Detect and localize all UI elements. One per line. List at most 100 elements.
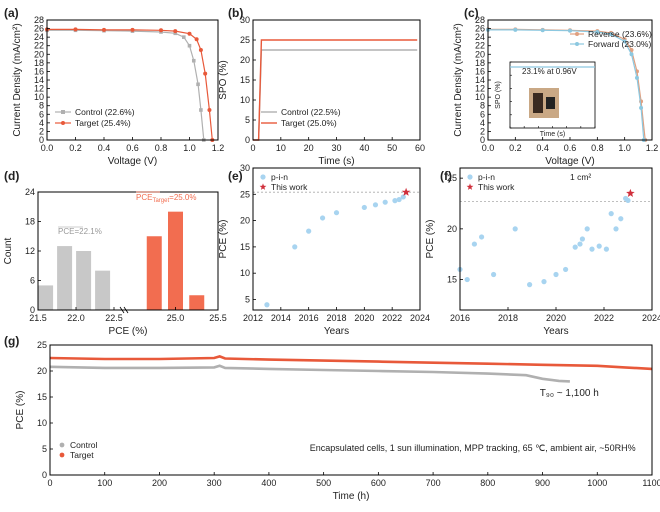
panel-label: (d) [4,169,19,183]
jv-point [540,28,545,33]
g-ytick-label: 10 [37,418,47,428]
a-xtick-label: 0.4 [98,143,111,153]
panel-label: (c) [464,6,479,20]
c-xtick-label: 0.6 [564,143,577,153]
pin-point [292,244,298,250]
stability-curve [49,355,653,371]
f-xtick-label: 2018 [498,313,518,323]
f-ylabel: PCE (%) [425,220,436,259]
g-xtick-label: 0 [47,478,52,488]
pin-point [579,236,586,242]
b-xtick-label: 60 [415,143,425,153]
g-xtick-label: 1000 [587,478,607,488]
e-ytick-label: 30 [240,163,250,173]
hist-bar [168,211,183,310]
b-xtick-label: 20 [304,143,314,153]
target-mean-label: PCETarget=25.0% [136,193,197,204]
g-xtick-label: 900 [535,478,550,488]
jv-point [198,48,203,52]
jv-point [568,28,572,33]
f-xlabel: Years [543,326,568,337]
inset-annotation: 23.1% at 0.96V [522,67,577,76]
d-xtick-label: 25.5 [209,313,227,323]
c-xtick-label: 0.0 [482,143,495,153]
e-xtick-label: 2018 [326,313,346,323]
a-ytick-label: 2 [39,126,44,136]
b-ytick-label: 20 [240,55,250,65]
jv-point [196,82,200,87]
legend-marker [260,174,266,180]
e-xtick-label: 2016 [299,313,319,323]
a-ytick-label: 10 [34,92,44,102]
c-ytick-label: 12 [475,84,485,94]
e-xtick-label: 2022 [382,313,402,323]
pin-point [603,246,610,252]
c-ytick-label: 2 [480,126,485,136]
pin-point [372,202,379,208]
d-ytick-label: 0 [30,305,35,315]
a-ytick-label: 6 [39,109,44,119]
d-ytick-label: 6 [30,276,35,286]
pin-point [264,302,270,308]
f-ytick-label: 20 [447,224,457,234]
a-ytick-label: 28 [34,15,44,25]
pin-point [589,246,595,252]
c-xlabel: Voltage (V) [545,156,594,167]
b-xtick-label: 10 [276,143,286,153]
b-xtick-label: 50 [387,143,397,153]
d-ytick-label: 18 [25,217,35,227]
legend-label: This work [478,182,515,192]
c-ytick-label: 14 [475,75,485,85]
f-xtick-label: 2016 [450,313,470,323]
pin-point [471,241,477,247]
jv-point [199,108,203,112]
pin-point [396,196,402,203]
b-ytick-label: 30 [240,15,250,25]
axis-break [119,306,125,314]
pin-point [541,279,547,285]
d-ylabel: Count [3,237,14,264]
c-xtick-label: 1.2 [646,143,659,153]
legend-marker [59,442,65,448]
b-xtick-label: 30 [331,143,341,153]
hist-bar [38,285,54,310]
d-xlabel: PCE (%) [109,326,148,337]
a-ytick-label: 0 [39,135,44,145]
a-xtick-label: 1.2 [212,143,225,153]
pin-point [608,211,614,217]
jv-point [622,39,627,44]
legend-label: Forward (23.0%) [588,39,651,49]
c-ytick-label: 20 [475,49,485,59]
jv-point [191,58,196,63]
jv-point [634,75,639,80]
jv-point [173,29,178,34]
e-ytick-label: 25 [240,189,250,199]
a-xtick-label: 0.6 [126,143,139,153]
spo-curve [253,39,418,141]
e-ytick-label: 15 [240,242,250,252]
a-ytick-label: 12 [34,84,44,94]
e-xlabel: Years [324,326,349,337]
legend-label: p-i-n [271,172,288,182]
legend-marker [59,452,65,458]
device-photo-electrode [533,93,543,113]
c-ytick-label: 4 [480,118,485,128]
g-xtick-label: 600 [371,478,386,488]
b-ytick-label: 10 [240,95,250,105]
c-ytick-label: 28 [475,15,485,25]
d-xtick-label: 21.5 [29,313,47,323]
b-xlabel: Time (s) [318,156,354,167]
c-ytick-label: 26 [475,24,485,34]
legend-marker [259,183,267,190]
d-ytick-label: 12 [25,246,35,256]
jv-point [159,28,163,33]
jv-point [173,31,178,36]
jv-point [187,43,192,48]
plot-frame [49,344,653,476]
control-mean-label: PCE=22.1% [58,227,102,236]
legend-marker [467,174,473,180]
plot-frame [46,19,219,141]
this-work-star [626,188,635,197]
panel-label: (b) [228,6,243,20]
